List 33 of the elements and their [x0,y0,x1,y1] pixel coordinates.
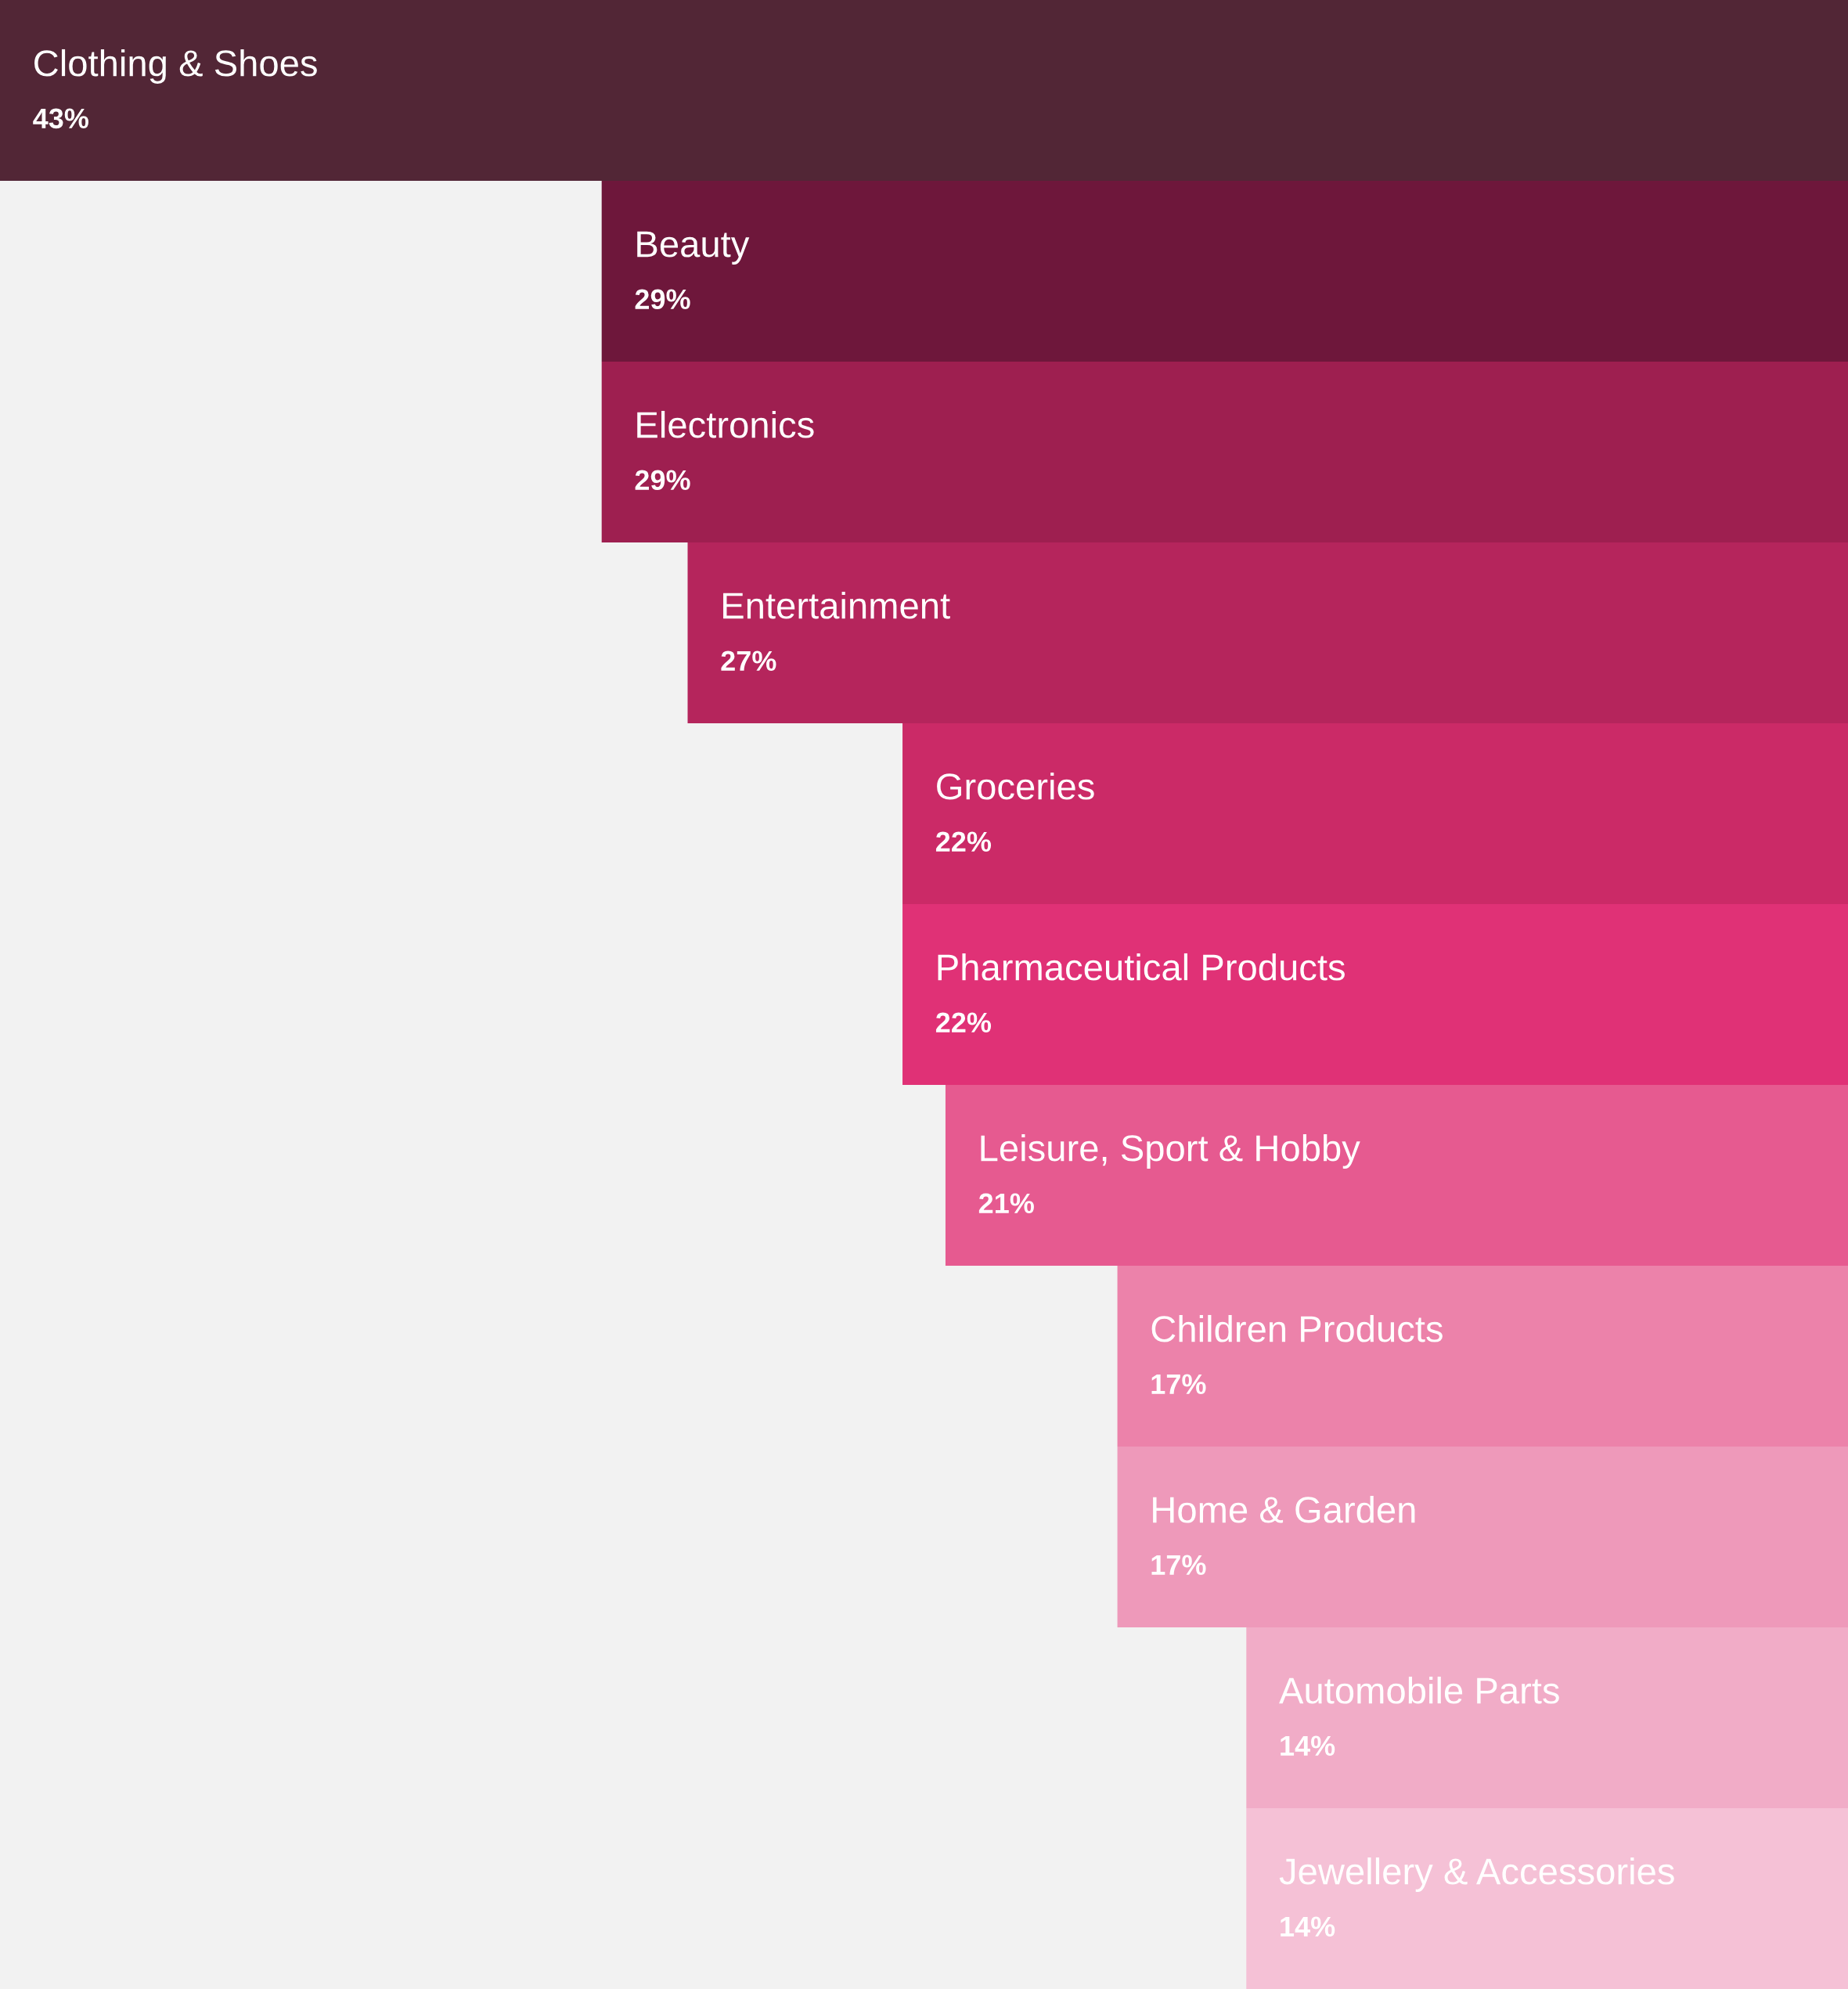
data-label: 29% [635,289,690,310]
data-label: 22% [935,1012,992,1033]
data-label: 43% [33,108,88,129]
data-label: 22% [935,831,992,852]
bar [1246,1808,1848,1989]
data-label: 17% [1151,1555,1206,1576]
y-tick-label: Groceries [937,772,1094,800]
bar [601,181,1848,362]
y-tick-label: Automobile Parts [1279,1676,1559,1704]
bar [1117,1447,1848,1627]
y-tick-label: Pharmaceutical Products [938,953,1345,981]
bar [687,542,1848,723]
data-label: 27% [721,650,776,672]
bar [1117,1266,1848,1447]
bar [1246,1627,1848,1808]
y-tick-label: Leisure, Sport & Hobby [981,1133,1360,1169]
y-tick-label: Entertainment [723,591,950,619]
data-label: 14% [1281,1916,1335,1937]
y-tick-label: Beauty [637,231,750,265]
bar [902,904,1848,1085]
data-label: 21% [978,1193,1034,1214]
y-tick-label: Children Products [1151,1314,1443,1342]
y-tick-label: Jewellery & Accessories [1279,1857,1674,1892]
bar [0,0,1848,181]
data-label: 14% [1281,1735,1335,1757]
bar [601,362,1848,542]
y-tick-label: Clothing & Shoes [34,49,317,84]
bar [902,723,1848,904]
bar [945,1085,1848,1266]
y-tick-label: Electronics [637,410,814,438]
y-tick-label: Home & Garden [1153,1495,1415,1523]
data-label: 29% [635,470,690,491]
data-label: 17% [1151,1374,1206,1395]
